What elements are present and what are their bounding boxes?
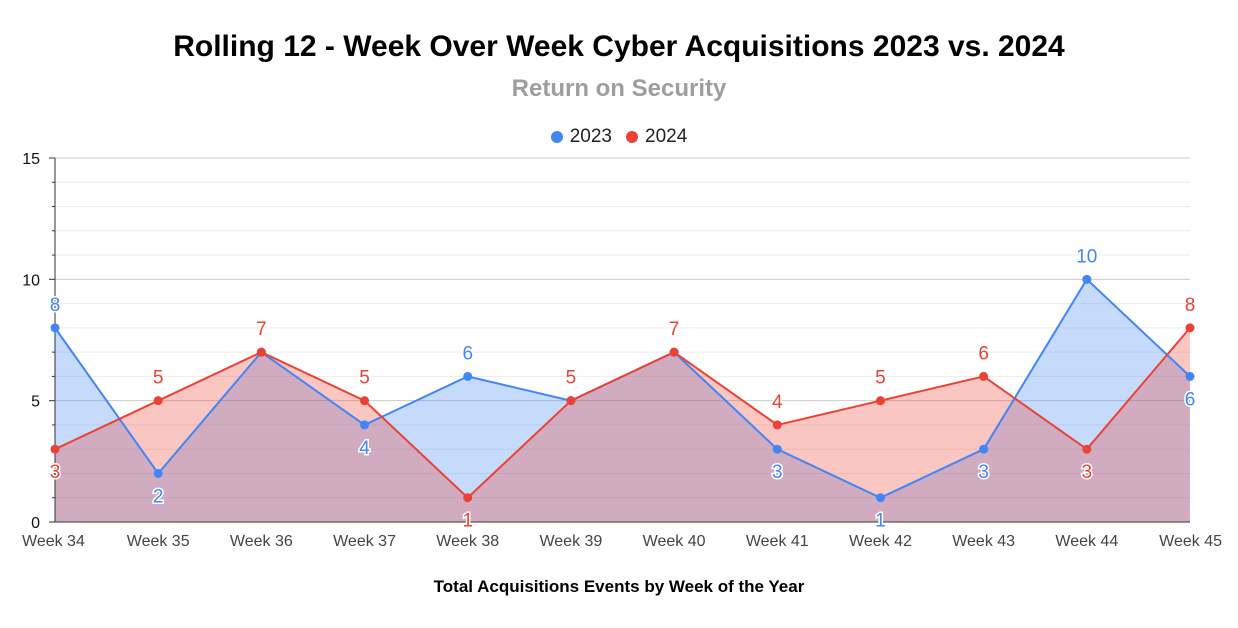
data-point-2023 xyxy=(1185,371,1195,381)
x-tick-label: Week 34 xyxy=(22,533,85,550)
x-tick-label: Week 38 xyxy=(436,533,499,550)
data-label-2023: 10 xyxy=(1076,246,1097,267)
data-point-2023 xyxy=(50,323,60,333)
data-label-2024: 6 xyxy=(978,343,989,364)
legend-swatch-2023 xyxy=(550,131,563,143)
x-tick-label: Week 39 xyxy=(539,533,602,550)
data-point-2023 xyxy=(875,493,885,503)
data-label-2024: 8 xyxy=(1185,295,1196,316)
data-label-2023: 8 xyxy=(50,295,61,316)
data-point-2024 xyxy=(153,396,163,406)
data-point-2024 xyxy=(669,347,679,357)
y-tick-label: 5 xyxy=(31,394,40,411)
data-label-2024: 5 xyxy=(153,368,164,389)
data-label-2024: 4 xyxy=(772,392,783,413)
data-label-2024: 1 xyxy=(462,511,473,532)
data-label-2023: 1 xyxy=(875,511,886,532)
x-tick-label: Week 44 xyxy=(1055,533,1118,550)
line-series-2024 xyxy=(54,327,1191,500)
chart-title: Rolling 12 - Week Over Week Cyber Acquis… xyxy=(173,30,1065,63)
legend-item-2024[interactable]: 2024 xyxy=(626,126,687,148)
y-tick-label: 10 xyxy=(22,272,40,289)
legend-item-2023[interactable]: 2023 xyxy=(550,126,612,148)
data-point-2023 xyxy=(772,444,782,454)
area-series-2023 xyxy=(55,279,1190,522)
x-tick-label: Week 35 xyxy=(127,533,190,550)
data-point-2024 xyxy=(256,347,266,357)
data-label-2023: 3 xyxy=(978,462,989,483)
data-label-2024: 3 xyxy=(1082,462,1093,483)
x-tick-label: Week 36 xyxy=(230,533,293,550)
data-label-2023: 6 xyxy=(1185,389,1196,410)
data-point-2024 xyxy=(875,396,885,406)
data-point-2024 xyxy=(50,444,60,454)
data-label-2024: 3 xyxy=(50,462,61,483)
data-label-2023: 2 xyxy=(153,486,164,507)
data-label-2024: 7 xyxy=(669,319,680,340)
data-label-2023: 3 xyxy=(772,462,783,483)
data-point-2024 xyxy=(1082,444,1092,454)
x-tick-label: Week 43 xyxy=(952,533,1015,550)
legend-swatch-2024 xyxy=(626,131,638,143)
y-tick-label: 15 xyxy=(22,151,40,168)
data-point-2024 xyxy=(1185,323,1195,333)
data-point-2024 xyxy=(772,420,782,430)
legend-label-2024: 2024 xyxy=(645,126,688,147)
data-point-2023 xyxy=(360,420,370,430)
data-label-2024: 5 xyxy=(566,368,577,389)
x-tick-label: Week 40 xyxy=(643,533,706,550)
legend: 2023 2024 xyxy=(0,126,1238,148)
data-label-2024: 5 xyxy=(875,368,886,389)
data-point-2023 xyxy=(153,468,163,478)
x-tick-label: Week 45 xyxy=(1159,533,1222,550)
legend-label-2023: 2023 xyxy=(569,126,612,147)
x-tick-label: Week 41 xyxy=(746,533,809,550)
y-tick-label: 0 xyxy=(31,515,40,532)
x-tick-label: Week 42 xyxy=(849,533,912,550)
data-point-2024 xyxy=(979,371,989,381)
x-axis-label: Total Acquisitions Events by Week of the… xyxy=(433,577,805,596)
data-label-2024: 7 xyxy=(256,319,267,340)
data-point-2023 xyxy=(979,444,989,454)
data-point-2024 xyxy=(360,396,370,406)
data-label-2023: 6 xyxy=(462,343,473,364)
data-label-2023: 4 xyxy=(359,438,370,459)
area-series-2024 xyxy=(55,327,1190,522)
data-point-2023 xyxy=(1082,274,1092,284)
data-point-2024 xyxy=(566,396,576,406)
x-tick-label: Week 37 xyxy=(333,533,396,550)
data-label-2024: 5 xyxy=(359,368,370,389)
data-point-2023 xyxy=(463,371,473,381)
data-point-2024 xyxy=(463,493,473,503)
chart-subtitle: Return on Security xyxy=(511,75,727,102)
